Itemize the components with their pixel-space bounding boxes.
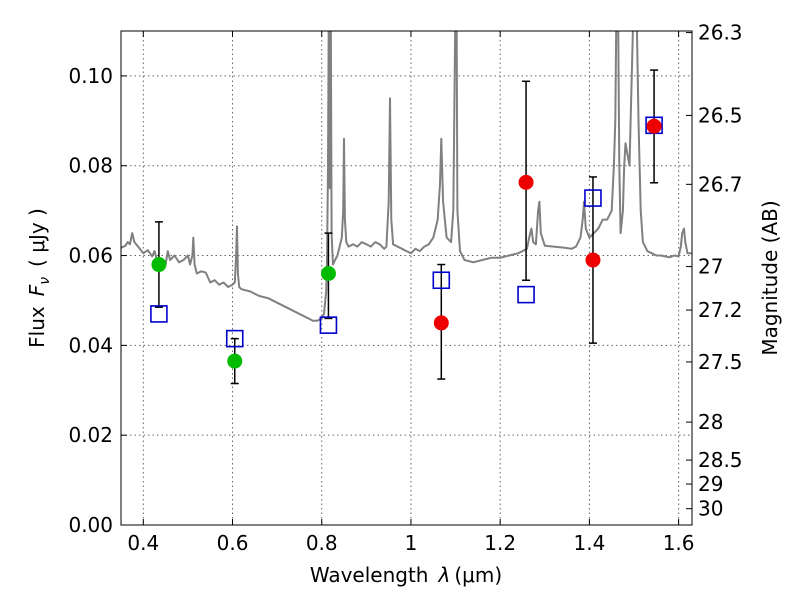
x-tick-label: 1.6 bbox=[663, 531, 695, 555]
x-tick-label: 0.4 bbox=[127, 531, 159, 555]
y-tick-label: 0.08 bbox=[68, 154, 113, 178]
marker-layer bbox=[150, 116, 663, 369]
x-tick-label: 0.8 bbox=[306, 531, 338, 555]
red-point bbox=[433, 315, 449, 331]
spectrum-layer bbox=[121, 31, 692, 322]
blue-square bbox=[517, 285, 535, 304]
y-tick-label: 0.10 bbox=[68, 64, 113, 88]
y-tick-label: 0.06 bbox=[68, 244, 113, 268]
blue-square bbox=[225, 329, 244, 348]
grid-lines bbox=[121, 31, 692, 526]
red-point bbox=[518, 174, 534, 190]
magnitude-tick-label: 29 bbox=[698, 472, 723, 496]
y-tick-label: 0.02 bbox=[68, 423, 113, 447]
y-tick-label: 0.04 bbox=[68, 333, 113, 357]
magnitude-tick-label: 27.2 bbox=[698, 298, 743, 322]
green-point bbox=[320, 266, 336, 282]
blue-square bbox=[319, 316, 338, 334]
magnitude-tick-label: 26.3 bbox=[698, 21, 743, 45]
red-point bbox=[646, 118, 662, 134]
x-tick-label: 1.2 bbox=[484, 531, 516, 555]
x-axis-label: Wavelength λ (μm) bbox=[310, 563, 502, 587]
magnitude-tick-label: 26.7 bbox=[698, 172, 743, 196]
magnitude-axis-label: Magnitude (AB) bbox=[758, 200, 782, 355]
magnitude-tick-label: 27 bbox=[698, 255, 723, 279]
magnitude-tick-label: 30 bbox=[698, 497, 723, 521]
y-axis-label: FluxFν( μJy ) bbox=[25, 208, 53, 348]
magnitude-tick-label: 27.5 bbox=[698, 350, 743, 374]
x-tick-label: 1.4 bbox=[573, 531, 605, 555]
blue-square bbox=[432, 271, 451, 290]
x-tick-label: 0.6 bbox=[217, 531, 249, 555]
magnitude-tick-label: 28 bbox=[698, 410, 723, 434]
green-point bbox=[151, 257, 167, 273]
red-point bbox=[585, 252, 601, 268]
blue-square bbox=[150, 305, 168, 323]
magnitude-tick-label: 28.5 bbox=[698, 448, 743, 472]
y-tick-label: 0.00 bbox=[68, 513, 113, 537]
axis-ticks: 0.4 0.6 0.8 1 1.2 1.4 1.6 0.00 0.02 0.04 0.06 0.08 0… bbox=[68, 21, 742, 555]
x-tick-label: 1 bbox=[405, 531, 418, 555]
green-point bbox=[227, 353, 243, 369]
plot-frame bbox=[120, 30, 693, 526]
spectrum-line bbox=[121, 31, 692, 322]
blue-square bbox=[584, 189, 602, 207]
magnitude-tick-label: 26.5 bbox=[698, 103, 743, 127]
